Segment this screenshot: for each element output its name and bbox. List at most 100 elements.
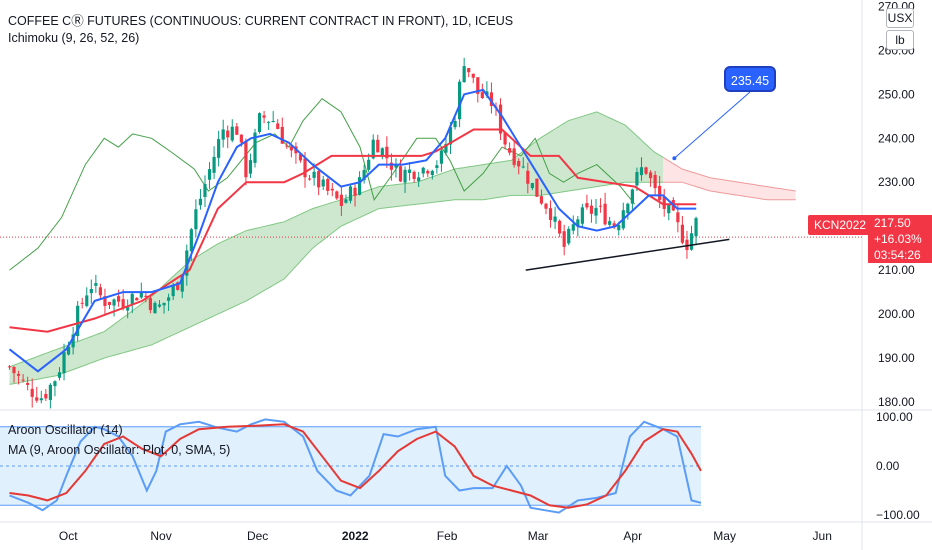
price-axis-tick-label: 200.00 [878, 307, 915, 321]
candle-body [357, 177, 362, 195]
candle-body [298, 154, 303, 161]
aroon-oscillator-line [9, 418, 702, 514]
candle-body [548, 208, 553, 221]
ichimoku-cloud-green-bottom [9, 181, 664, 385]
candle-body [71, 334, 75, 348]
candle-body [517, 160, 521, 167]
candle-body [103, 296, 107, 306]
candle-body [458, 81, 462, 120]
time-axis-tick-label: Oct [59, 529, 78, 543]
candle-body [680, 224, 685, 243]
aroon-label[interactable]: Aroon Oscillator (14) [8, 423, 123, 437]
candle-body [667, 204, 671, 214]
price-axis-tick-label: 240.00 [878, 131, 915, 145]
candle-body [76, 305, 80, 336]
candle-body [662, 196, 666, 209]
candle-body [526, 170, 530, 184]
candle-body [444, 143, 448, 153]
unit-button[interactable]: lb [886, 30, 914, 50]
candle-body [648, 172, 653, 179]
candle-body [562, 231, 566, 247]
price-axis-tick-label: 180.00 [878, 395, 915, 409]
candle-body [66, 346, 71, 355]
candle-body [262, 115, 266, 118]
candle-body [535, 178, 539, 197]
candle-body [658, 185, 662, 201]
candle-body [398, 166, 403, 182]
time-axis-tick-label: Mar [528, 529, 549, 543]
support-trendline [525, 238, 730, 271]
candle-body [430, 170, 434, 176]
candle-body [421, 167, 425, 174]
callout-anchor [672, 156, 677, 161]
candle-body [685, 239, 689, 251]
candle-body [439, 150, 444, 164]
candle-body [589, 205, 594, 214]
candle-body [362, 169, 366, 181]
candle-body [653, 174, 657, 189]
kijun-sen-line [9, 128, 697, 333]
candle-body [480, 92, 484, 99]
last-price-tag: 217.50 +16.03% 03:54:26 [868, 215, 932, 263]
candle-body [107, 301, 112, 306]
currency-button[interactable]: USX [886, 8, 914, 28]
ichimoku-cloud-green [9, 111, 664, 385]
candle-body [171, 285, 175, 297]
candle-body [689, 233, 694, 250]
symbol-tag: KCN2022 [808, 215, 873, 235]
candle-body [48, 384, 52, 400]
candle-body [462, 66, 466, 83]
candle-body [62, 352, 66, 374]
candle-body [339, 194, 343, 206]
candle-body [89, 289, 93, 294]
ma-label[interactable]: MA (9, Aroon Oscillator: Plot, 0, SMA, 5… [8, 443, 231, 457]
candle-body [412, 171, 416, 179]
candle-body [307, 178, 312, 180]
candle-body [435, 165, 439, 169]
candle-body [253, 132, 257, 163]
candle-body [198, 198, 203, 206]
candle-body [39, 398, 43, 401]
candle-body [371, 139, 375, 159]
candle-body [489, 92, 494, 106]
candle-body [594, 207, 598, 216]
aroon-axis-tick-label: 0.00 [876, 459, 900, 473]
candle-body [153, 302, 157, 314]
candle-body [257, 113, 262, 132]
last-price-value: 217.50 [874, 216, 911, 230]
ichimoku-label[interactable]: Ichimoku (9, 26, 52, 26) [8, 31, 140, 45]
candle-body [426, 170, 430, 174]
candle-body [230, 126, 234, 141]
candle-body [148, 298, 153, 311]
candle-body [380, 148, 384, 156]
candle-body [244, 141, 248, 178]
candle-body [139, 291, 143, 298]
time-axis-tick-label: Apr [623, 529, 642, 543]
candle-body [16, 373, 21, 376]
candle-body [7, 366, 12, 368]
candle-body [571, 224, 575, 231]
candle-body [217, 139, 221, 158]
price-callout[interactable]: 235.45 [724, 66, 776, 92]
candle-body [276, 123, 280, 129]
candle-body [26, 382, 30, 385]
candle-body [167, 297, 171, 301]
time-axis-tick-label: May [713, 529, 736, 543]
candle-body [85, 295, 89, 306]
candle-body [98, 287, 103, 296]
chikou-span [9, 98, 636, 271]
chart-title: COFFEE CⓇ FUTURES (CONTINUOUS: CURRENT C… [8, 14, 514, 28]
candle-body [312, 171, 316, 178]
candle-body [521, 166, 525, 168]
candle-body [226, 130, 230, 138]
candle-body [212, 156, 216, 173]
last-price-change: +16.03% [874, 232, 922, 246]
candle-body [180, 274, 184, 292]
candle-body [353, 187, 357, 196]
candle-body [94, 283, 98, 286]
time-axis-tick-label: Dec [247, 529, 268, 543]
candle-body [630, 189, 634, 204]
candle-body [385, 146, 389, 159]
candle-body [185, 250, 189, 276]
